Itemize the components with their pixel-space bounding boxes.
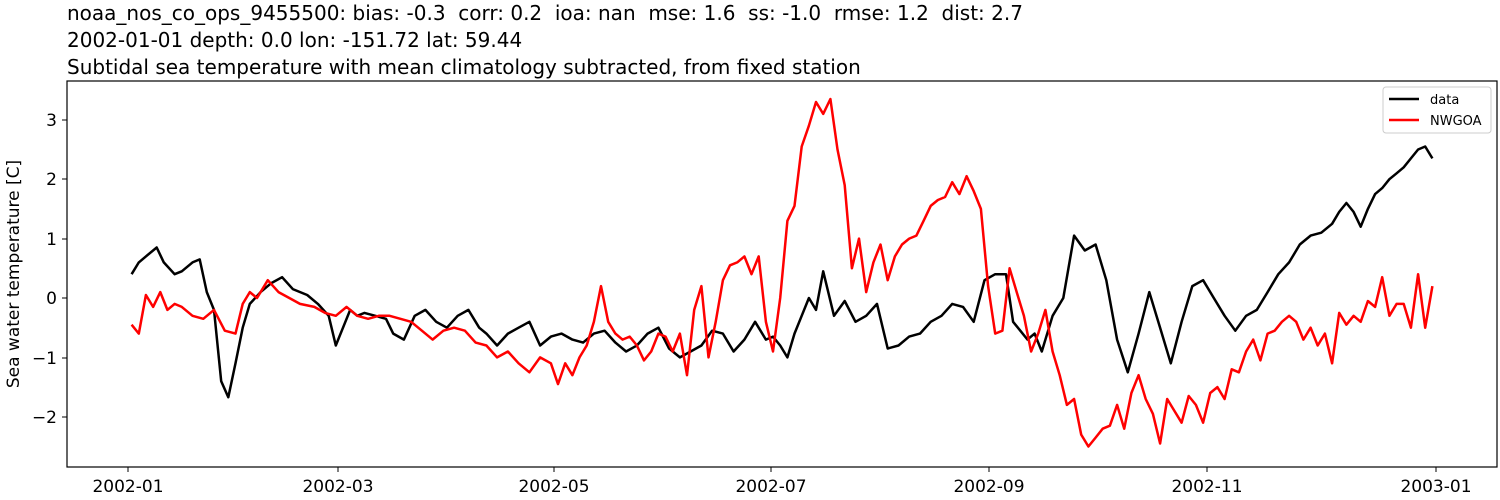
y-tick-label: 2 xyxy=(46,170,57,190)
x-tick-label: 2002-11 xyxy=(1171,477,1242,497)
y-tick-label: −2 xyxy=(32,408,57,428)
x-tick-label: 2002-07 xyxy=(735,477,806,497)
x-tick-label: 2002-05 xyxy=(518,477,589,497)
series-line-nwgoa xyxy=(130,97,1434,448)
chart-title-stats: noaa_nos_co_ops_9455500: bias: -0.3 corr… xyxy=(67,1,1023,25)
x-tick-label: 2002-03 xyxy=(302,477,373,497)
legend-label-data: data xyxy=(1430,93,1459,108)
x-tick-label: 2002-09 xyxy=(953,477,1024,497)
y-tick-label: −1 xyxy=(32,349,57,369)
x-tick-label: 2002-01 xyxy=(92,477,163,497)
y-tick-label: 0 xyxy=(46,289,57,309)
x-axis: 2002-01 2002-03 2002-05 2002-07 2002-09 … xyxy=(92,467,1472,497)
chart-title-location: 2002-01-01 depth: 0.0 lon: -151.72 lat: … xyxy=(67,28,523,52)
series-line-data xyxy=(130,145,1434,399)
plot-area xyxy=(130,97,1434,448)
x-tick-label: 2003-01 xyxy=(1400,477,1471,497)
y-axis-label: Sea water temperature [C] xyxy=(4,160,24,388)
y-tick-label: 1 xyxy=(46,230,57,250)
y-axis: −2 −1 0 1 2 3 xyxy=(32,111,67,428)
y-tick-label: 3 xyxy=(46,111,57,131)
legend: data NWGOA xyxy=(1382,86,1492,134)
axes-frame xyxy=(66,80,1498,468)
chart-title-description: Subtidal sea temperature with mean clima… xyxy=(67,55,861,79)
legend-label-nwgoa: NWGOA xyxy=(1430,114,1482,129)
